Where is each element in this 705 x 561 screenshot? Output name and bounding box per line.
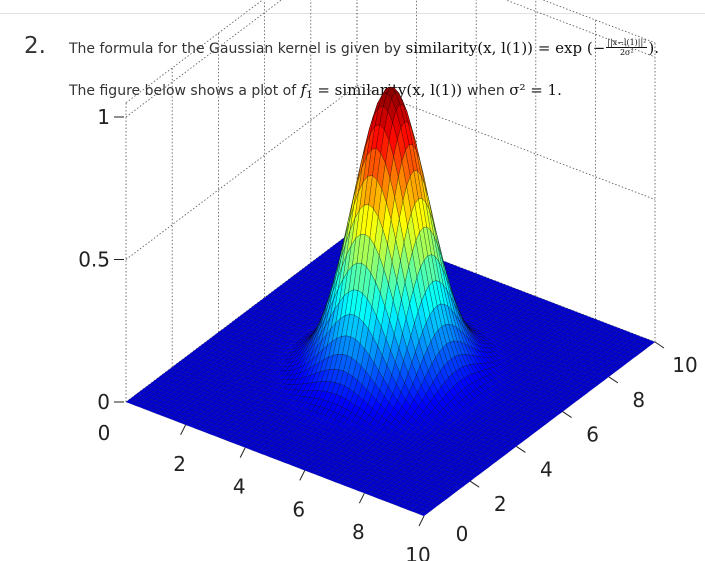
z-tick-label: 1 <box>97 105 110 129</box>
surface-cell <box>563 402 573 408</box>
kernel-formula: similarity(x, l(1)) = exp (− ||x−l(1)||² 2… <box>405 37 659 58</box>
surface-cell <box>621 358 631 364</box>
x-tick-label: 6 <box>292 497 305 521</box>
surface-cell <box>426 505 436 511</box>
surface-cell <box>447 489 457 495</box>
surface-cell <box>505 445 515 451</box>
surface-cell <box>451 486 461 492</box>
x-tick-mark <box>239 447 246 458</box>
surface-cell <box>418 511 429 517</box>
surface-cell <box>538 421 548 427</box>
question-number: 2. <box>24 33 46 59</box>
surface-cell <box>512 440 522 446</box>
grid-line <box>542 0 656 44</box>
surface-cell <box>541 418 551 424</box>
surface-cell <box>613 364 623 370</box>
surface-cell <box>559 405 569 411</box>
surface-cell <box>501 448 512 454</box>
surface-cell <box>639 345 649 351</box>
line1-prefix: The formula for the Gaussian kernel is g… <box>69 41 402 57</box>
surface-cell <box>534 424 544 430</box>
surface-cell <box>552 410 562 416</box>
surface-cell <box>436 497 447 503</box>
surface-cell <box>498 451 508 457</box>
x-tick-label: 4 <box>233 475 246 499</box>
surface-cell <box>519 435 530 441</box>
x-tick-label: 8 <box>352 520 365 544</box>
surface-cell <box>577 391 587 397</box>
x-tick-mark <box>418 515 425 527</box>
surface-cell <box>635 348 645 354</box>
surface-cell <box>599 375 609 381</box>
y-tick-label: 2 <box>494 492 507 516</box>
surface-cell <box>592 380 602 386</box>
x-tick-label: 0 <box>98 421 111 445</box>
surface-cell <box>462 478 472 484</box>
grid-line <box>125 0 282 118</box>
x-tick-mark <box>299 470 306 481</box>
y-tick-mark <box>562 411 572 419</box>
x-tick-label: 10 <box>405 543 430 561</box>
line2-prefix: The figure below shows a plot of <box>69 83 297 99</box>
surface-cell <box>624 356 634 362</box>
y-tick-label: 10 <box>672 353 697 377</box>
question-line-1: The formula for the Gaussian kernel is g… <box>69 37 659 59</box>
grid-line <box>356 85 656 200</box>
surface-mesh <box>125 86 656 517</box>
surface-cell <box>465 475 475 481</box>
y-tick-mark <box>608 376 619 384</box>
grid-line <box>125 85 358 260</box>
surface-cell <box>631 350 642 356</box>
surface-cell <box>494 454 504 460</box>
surface-cell <box>476 467 486 473</box>
x-tick-label: 2 <box>173 452 186 476</box>
formula-fraction: ||x−l(1)||² 2σ² <box>606 37 648 57</box>
surface-cell <box>617 361 627 367</box>
surface-cell <box>595 378 605 384</box>
surface-cell <box>523 432 533 438</box>
surface-cell <box>509 443 519 449</box>
y-tick-mark <box>654 341 665 349</box>
z-tick-label: 0 <box>97 390 110 414</box>
surface-cell <box>480 465 490 471</box>
top-divider <box>0 13 705 14</box>
surface-cell <box>610 367 620 373</box>
sigma-condition: σ² = 1. <box>509 81 562 99</box>
surface-cell <box>433 500 443 506</box>
y-tick-label: 0 <box>456 522 469 546</box>
grid-line <box>125 0 264 104</box>
surface-cell <box>473 470 483 476</box>
y-tick-label: 6 <box>586 423 599 447</box>
surface-cell <box>606 369 616 375</box>
grid-line <box>504 0 656 58</box>
surface-cell <box>548 413 558 419</box>
surface-cell <box>570 397 580 403</box>
y-tick-mark <box>469 480 480 488</box>
surface-cell <box>556 407 566 413</box>
z-tick-label: 0.5 <box>78 248 110 272</box>
surface-cell <box>574 394 584 400</box>
surface-cell <box>516 437 526 443</box>
x-tick-mark <box>358 492 365 504</box>
x-tick-mark <box>180 424 187 436</box>
surface-cell <box>581 388 591 394</box>
surface-cell <box>530 426 540 432</box>
y-tick-label: 4 <box>540 457 553 481</box>
surface-cell <box>628 353 638 359</box>
y-tick-mark <box>516 445 526 453</box>
y-tick-label: 8 <box>632 388 645 412</box>
surface-cell <box>566 399 577 405</box>
surface-cell <box>454 484 465 490</box>
surface-cell <box>444 492 454 498</box>
